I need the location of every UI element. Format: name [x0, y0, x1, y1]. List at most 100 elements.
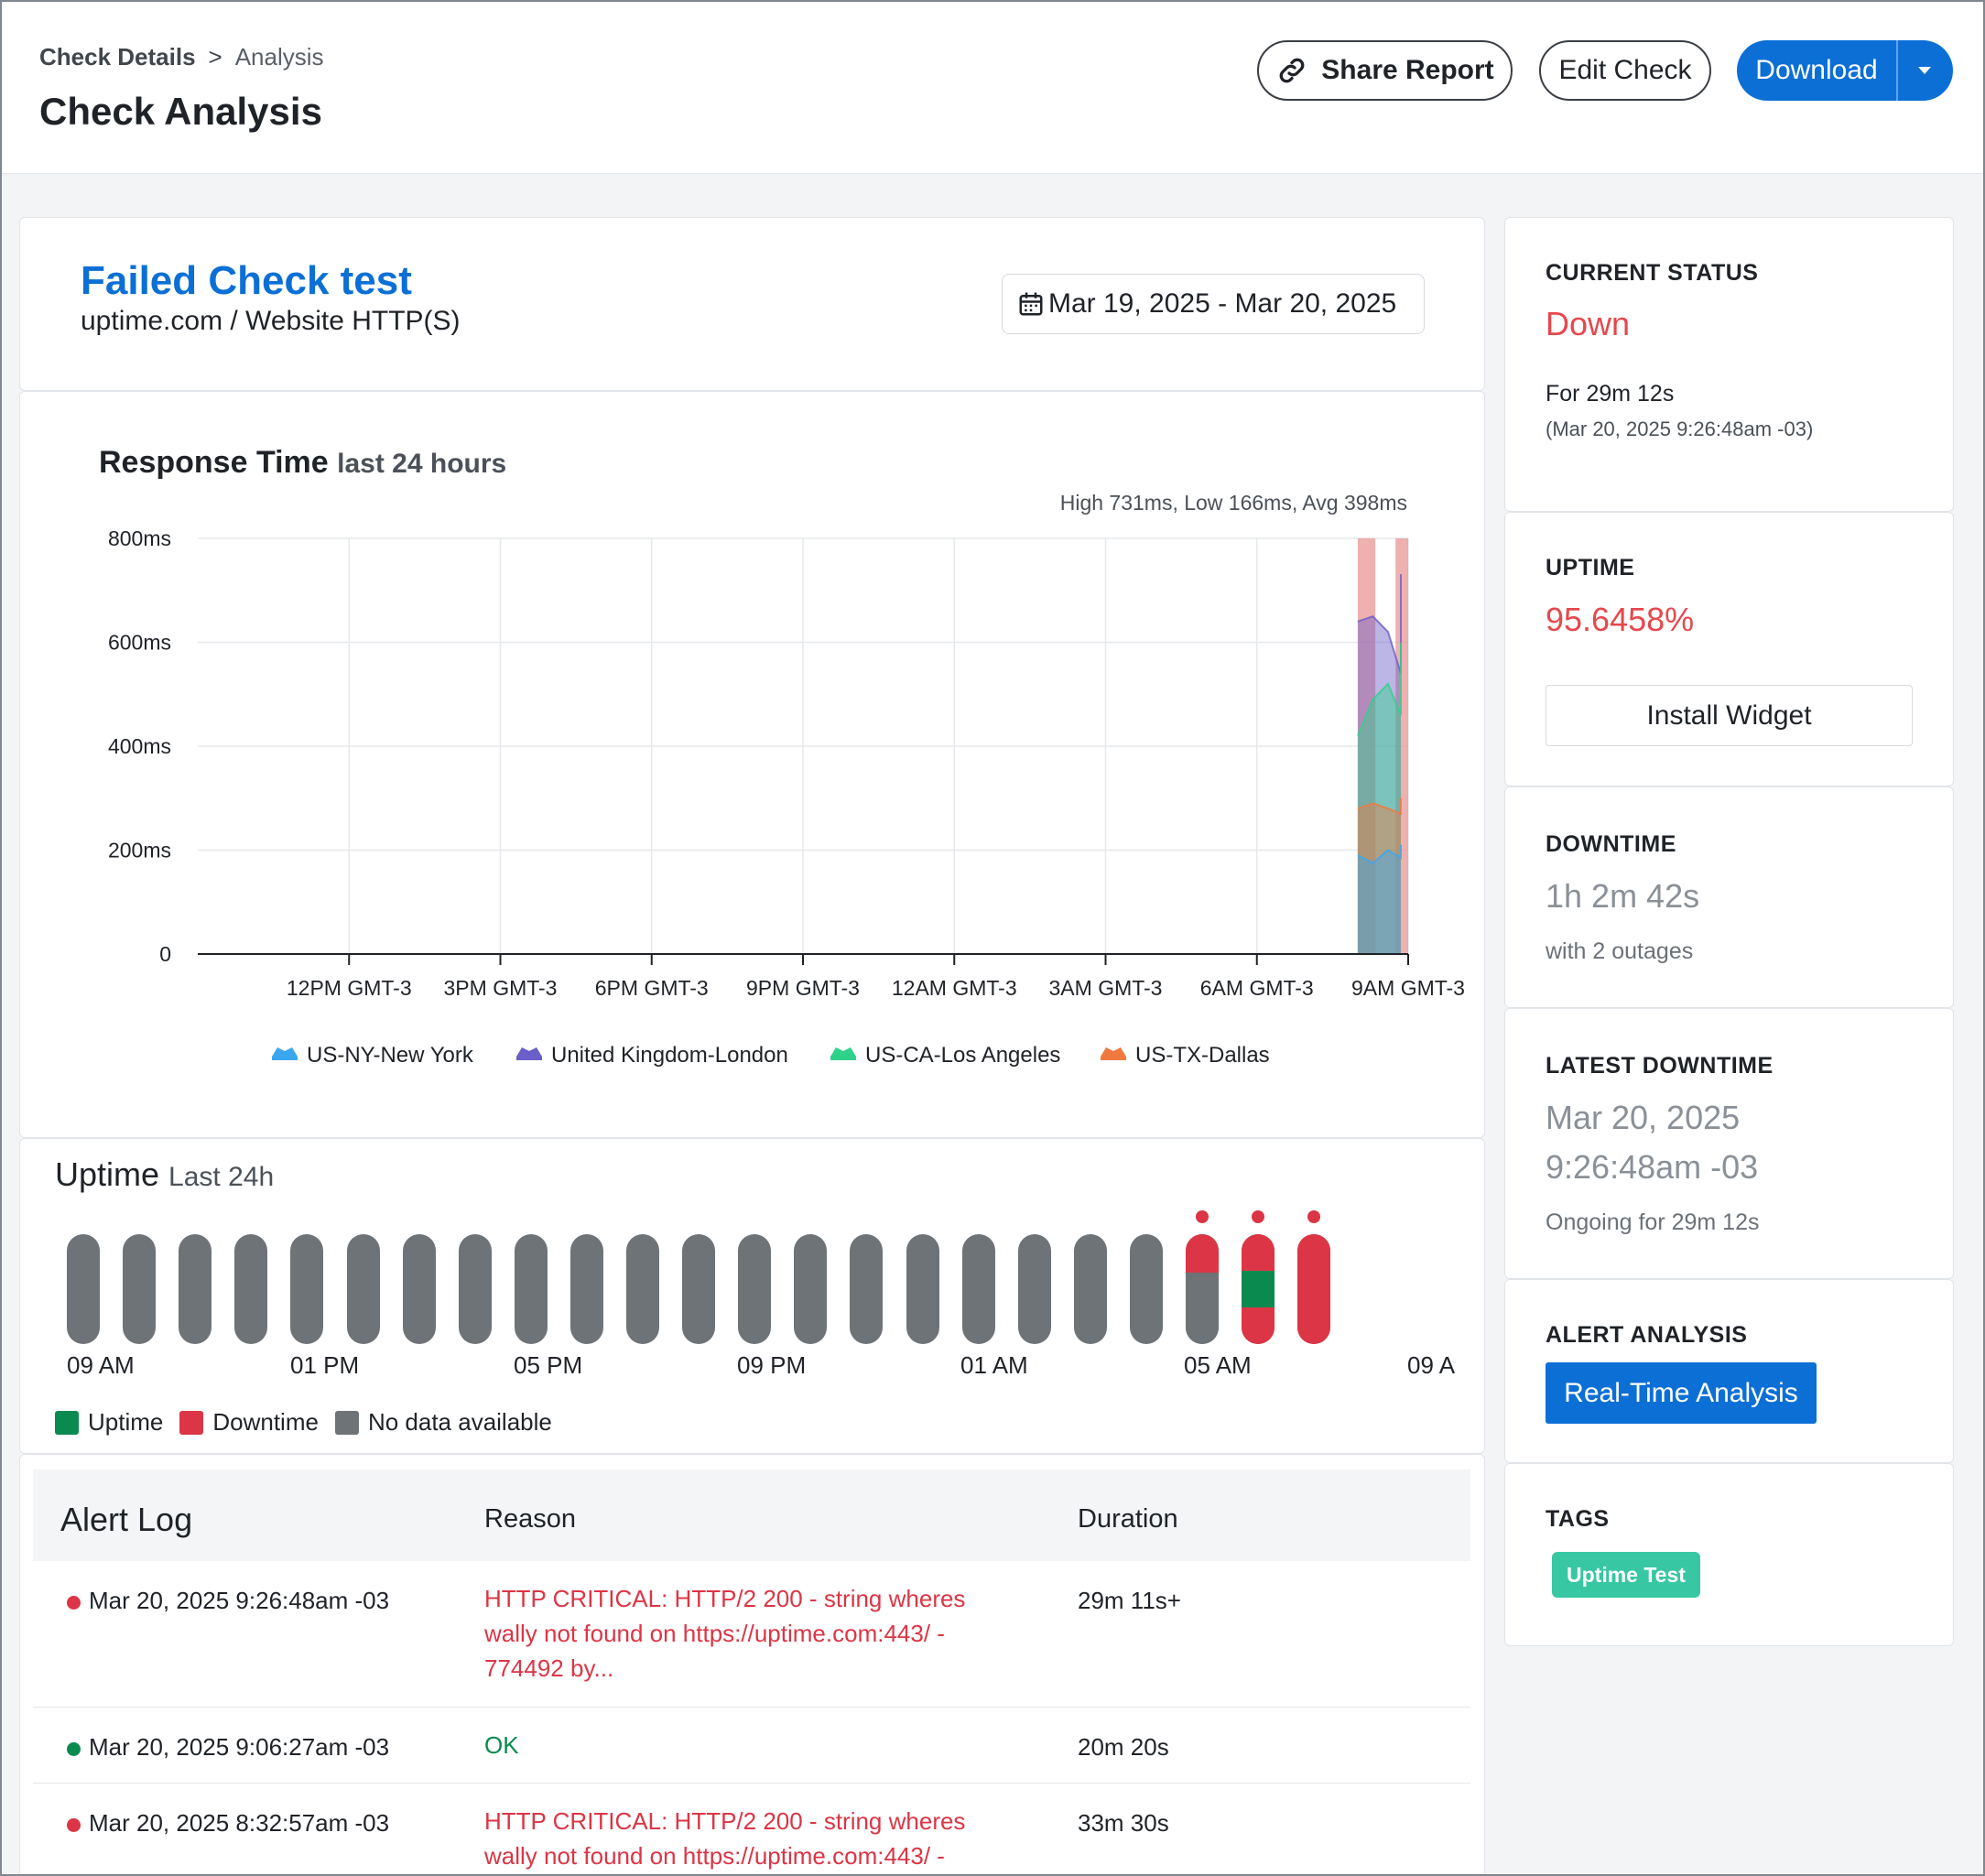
- alert-row[interactable]: Mar 20, 2025 9:26:48am -03 HTTP CRITICAL…: [33, 1561, 1470, 1708]
- uptime-time-label: 05 AM: [1184, 1351, 1252, 1379]
- uptime-time-label: 09 AM: [67, 1351, 135, 1379]
- downtime-segment: [1186, 1234, 1219, 1273]
- check-name[interactable]: Failed Check test: [81, 258, 412, 303]
- uptime-bar[interactable]: [1073, 1234, 1107, 1344]
- uptime-bar[interactable]: [961, 1234, 995, 1344]
- legend-uptime-swatch: [55, 1410, 79, 1435]
- downtime-segment: [1242, 1234, 1275, 1272]
- downtime-band: [1357, 538, 1376, 954]
- uptime-bar[interactable]: [514, 1234, 548, 1344]
- x-tick-label: 9PM GMT-3: [746, 976, 860, 1000]
- status-dot: [67, 1818, 81, 1832]
- alert-duration: 20m 20s: [1078, 1733, 1169, 1761]
- date-range-text: Mar 19, 2025 - Mar 20, 2025: [1048, 288, 1397, 319]
- uptime-bar[interactable]: [234, 1234, 268, 1344]
- uptime-label: UPTIME: [1546, 555, 1635, 580]
- legend-downtime: Downtime: [179, 1408, 319, 1437]
- breadcrumb: Check Details > Analysis: [39, 43, 324, 71]
- series-line: [1357, 574, 1402, 674]
- uptime-bar[interactable]: [1242, 1234, 1275, 1344]
- breadcrumb-current: Analysis: [234, 43, 324, 70]
- legend-nodata-label: No data available: [367, 1408, 552, 1436]
- uptime-bar[interactable]: [569, 1234, 603, 1344]
- legend-swatch: [1101, 1047, 1126, 1060]
- x-tick-label: 9AM GMT-3: [1351, 976, 1465, 1000]
- uptime-bar[interactable]: [626, 1234, 659, 1344]
- chart-title-sub: last 24 hours: [337, 449, 507, 479]
- edit-check-button[interactable]: Edit Check: [1539, 40, 1711, 101]
- series-line: [1356, 642, 1402, 737]
- alert-log-card: Alert Log Reason Duration Mar 20, 2025 9…: [19, 1454, 1485, 1874]
- uptime-bar[interactable]: [290, 1234, 324, 1344]
- check-subtitle: uptime.com / Website HTTP(S): [81, 306, 461, 336]
- uptime-value: 95.6458%: [1546, 601, 1695, 638]
- current-status-value: Down: [1546, 305, 1631, 342]
- alert-row[interactable]: Mar 20, 2025 9:06:27am -03 OK 20m 20s: [33, 1708, 1470, 1784]
- chart-stats: High 731ms, Low 166ms, Avg 398ms: [1059, 491, 1407, 515]
- install-widget-button[interactable]: Install Widget: [1546, 685, 1913, 746]
- alert-time: Mar 20, 2025 9:06:27am -03: [89, 1733, 390, 1761]
- series-area: [1357, 574, 1401, 954]
- uptime-bar[interactable]: [682, 1234, 716, 1344]
- alert-analysis-card: ALERT ANALYSIS Real-Time Analysis: [1504, 1279, 1954, 1463]
- breadcrumb-check-details[interactable]: Check Details: [39, 43, 196, 70]
- uptime-bar[interactable]: [402, 1234, 436, 1344]
- current-status-since: (Mar 20, 2025 9:26:48am -03): [1546, 417, 1814, 440]
- response-time-chart: 800ms 600ms 400ms 200ms 0 12PM GMT-3 3PM GMT-3…: [108, 526, 1465, 1068]
- uptime-bar[interactable]: [179, 1234, 212, 1344]
- download-button[interactable]: Download: [1737, 40, 1898, 101]
- real-time-analysis-button[interactable]: Real-Time Analysis: [1546, 1362, 1817, 1424]
- uptime-bar[interactable]: [1186, 1234, 1219, 1344]
- uptime-time-label: 05 PM: [514, 1351, 583, 1379]
- legend-swatch: [830, 1047, 856, 1060]
- calendar-icon: [1019, 292, 1043, 316]
- alert-row[interactable]: Mar 20, 2025 8:32:57am -03 HTTP CRITICAL…: [33, 1784, 1470, 1874]
- uptime-bar[interactable]: [346, 1234, 380, 1344]
- uptime-bar[interactable]: [67, 1234, 100, 1344]
- uptime-bar[interactable]: [1297, 1234, 1331, 1344]
- alert-time: Mar 20, 2025 8:32:57am -03: [89, 1809, 390, 1837]
- downtime-segment: [1297, 1234, 1331, 1344]
- download-dropdown-toggle[interactable]: [1898, 40, 1951, 101]
- x-tick-label: 3PM GMT-3: [444, 976, 558, 1000]
- uptime-bar[interactable]: [1129, 1234, 1163, 1344]
- y-tick-label: 400ms: [108, 734, 171, 758]
- alert-indicator: [1252, 1210, 1265, 1223]
- uptime-legend: Uptime Downtime No data available: [55, 1408, 569, 1437]
- current-status-duration: For 29m 12s: [1546, 381, 1675, 407]
- uptime-time-label: 09 PM: [737, 1351, 807, 1379]
- uptime-time-label: 01 PM: [290, 1351, 360, 1379]
- y-tick-label: 800ms: [108, 526, 171, 550]
- series-area: [1357, 844, 1401, 954]
- uptime-strip-title: Uptime Last 24h: [55, 1155, 274, 1194]
- series-area: [1357, 797, 1401, 954]
- uptime-bar[interactable]: [906, 1234, 939, 1344]
- downtime-value: 1h 2m 42s: [1546, 877, 1700, 915]
- uptime-bar[interactable]: [1017, 1234, 1051, 1344]
- column-header-reason: Reason: [484, 1504, 576, 1534]
- uptime-bar[interactable]: [738, 1234, 772, 1344]
- uptime-bar[interactable]: [794, 1234, 828, 1344]
- alert-indicator: [1307, 1210, 1321, 1223]
- uptime-bar[interactable]: [458, 1234, 492, 1344]
- uptime-bar[interactable]: [850, 1234, 884, 1344]
- current-status-label: CURRENT STATUS: [1546, 260, 1759, 286]
- uptime-card: UPTIME 95.6458% Install Widget: [1504, 512, 1954, 786]
- legend-nodata: No data available: [334, 1408, 552, 1437]
- alert-reason: HTTP CRITICAL: HTTP/2 200 - string where…: [484, 1585, 966, 1682]
- share-report-button[interactable]: Share Report: [1257, 40, 1513, 101]
- x-tick-label: 6PM GMT-3: [595, 976, 709, 1000]
- tag-badge[interactable]: Uptime Test: [1552, 1552, 1700, 1598]
- latest-downtime-time: 9:26:48am -03: [1546, 1148, 1759, 1186]
- legend-nodata-swatch: [334, 1410, 359, 1435]
- page-title: Check Analysis: [39, 90, 322, 133]
- alert-reason: OK: [484, 1731, 519, 1759]
- downtime-segment: [1242, 1307, 1275, 1344]
- response-time-card: Response Time last 24 hours High 731ms, …: [19, 391, 1485, 1138]
- date-range-picker[interactable]: Mar 19, 2025 - Mar 20, 2025: [1002, 274, 1425, 334]
- uptime-strip-title-sub: Last 24h: [168, 1162, 275, 1192]
- tags-label: TAGS: [1546, 1506, 1610, 1532]
- chart-title-main: Response Time: [99, 445, 329, 480]
- uptime-bar[interactable]: [123, 1234, 157, 1344]
